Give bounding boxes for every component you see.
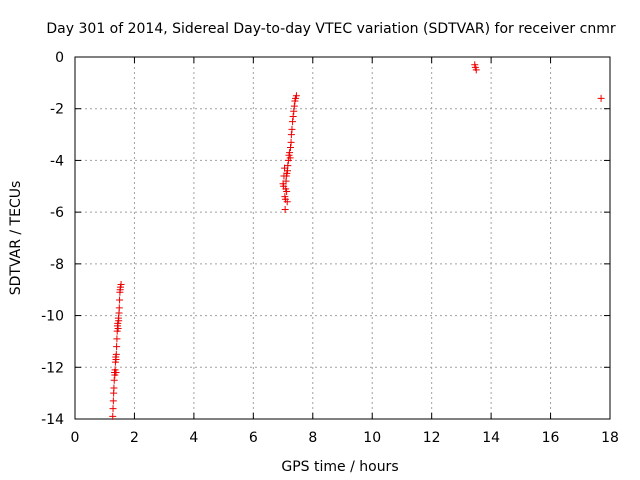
data-point: [290, 107, 298, 115]
data-point: [287, 138, 295, 146]
y-tick-label: -14: [41, 412, 64, 428]
data-point: [117, 281, 125, 289]
x-tick-label: 8: [308, 430, 317, 446]
data-point: [286, 154, 294, 162]
y-tick-label: -4: [50, 153, 64, 169]
y-tick-label: -8: [50, 257, 64, 273]
x-tick-label: 0: [71, 430, 80, 446]
data-point: [281, 206, 289, 214]
data-point: [286, 144, 294, 151]
data-point: [115, 304, 123, 312]
x-axis-label: GPS time / hours: [281, 459, 398, 475]
data-points: [109, 61, 605, 420]
data-point: [288, 125, 296, 133]
data-point: [290, 102, 298, 110]
data-point: [283, 187, 291, 195]
data-point: [112, 350, 120, 358]
plot-frame: [74, 56, 611, 420]
x-tick-label: 18: [601, 430, 619, 446]
x-tick-label: 16: [542, 430, 560, 446]
data-point: [472, 66, 480, 74]
data-point: [283, 198, 291, 206]
x-tick-label: 10: [363, 430, 381, 446]
data-point: [114, 325, 122, 332]
data-point: [287, 131, 295, 139]
y-axis-label: SDTVAR / TECUs: [8, 181, 24, 296]
x-tick-label: 4: [189, 430, 198, 446]
y-tick-label: 0: [55, 50, 64, 66]
x-tick-label: 12: [423, 430, 441, 446]
y-tick-label: -10: [41, 309, 64, 325]
data-point: [115, 317, 123, 325]
data-point: [109, 405, 117, 413]
data-point: [109, 397, 117, 405]
data-point: [109, 412, 117, 420]
y-tick-label: -12: [41, 360, 64, 376]
data-point: [113, 335, 121, 343]
data-point: [116, 296, 124, 304]
data-point: [113, 343, 121, 351]
x-tick-label: 2: [130, 430, 139, 446]
data-point: [289, 112, 297, 120]
data-point: [289, 118, 297, 126]
y-tick-label: -6: [50, 205, 64, 221]
grid-lines: [75, 57, 610, 419]
axis-ticks: 0 2 4 6 8 10 12 14 16 18 0 -2 -4 -6 -8 -10 -12 -14: [41, 50, 619, 446]
data-point: [597, 94, 605, 102]
chart-title: Day 301 of 2014, Sidereal Day-to-day VTE…: [46, 21, 615, 37]
data-point: [292, 92, 300, 100]
data-point: [110, 376, 118, 384]
data-point: [110, 384, 118, 392]
data-point: [286, 149, 294, 157]
x-tick-label: 14: [482, 430, 500, 446]
x-tick-label: 6: [249, 430, 258, 446]
y-tick-label: -2: [50, 102, 64, 118]
data-point: [284, 162, 292, 170]
data-point: [112, 368, 120, 376]
